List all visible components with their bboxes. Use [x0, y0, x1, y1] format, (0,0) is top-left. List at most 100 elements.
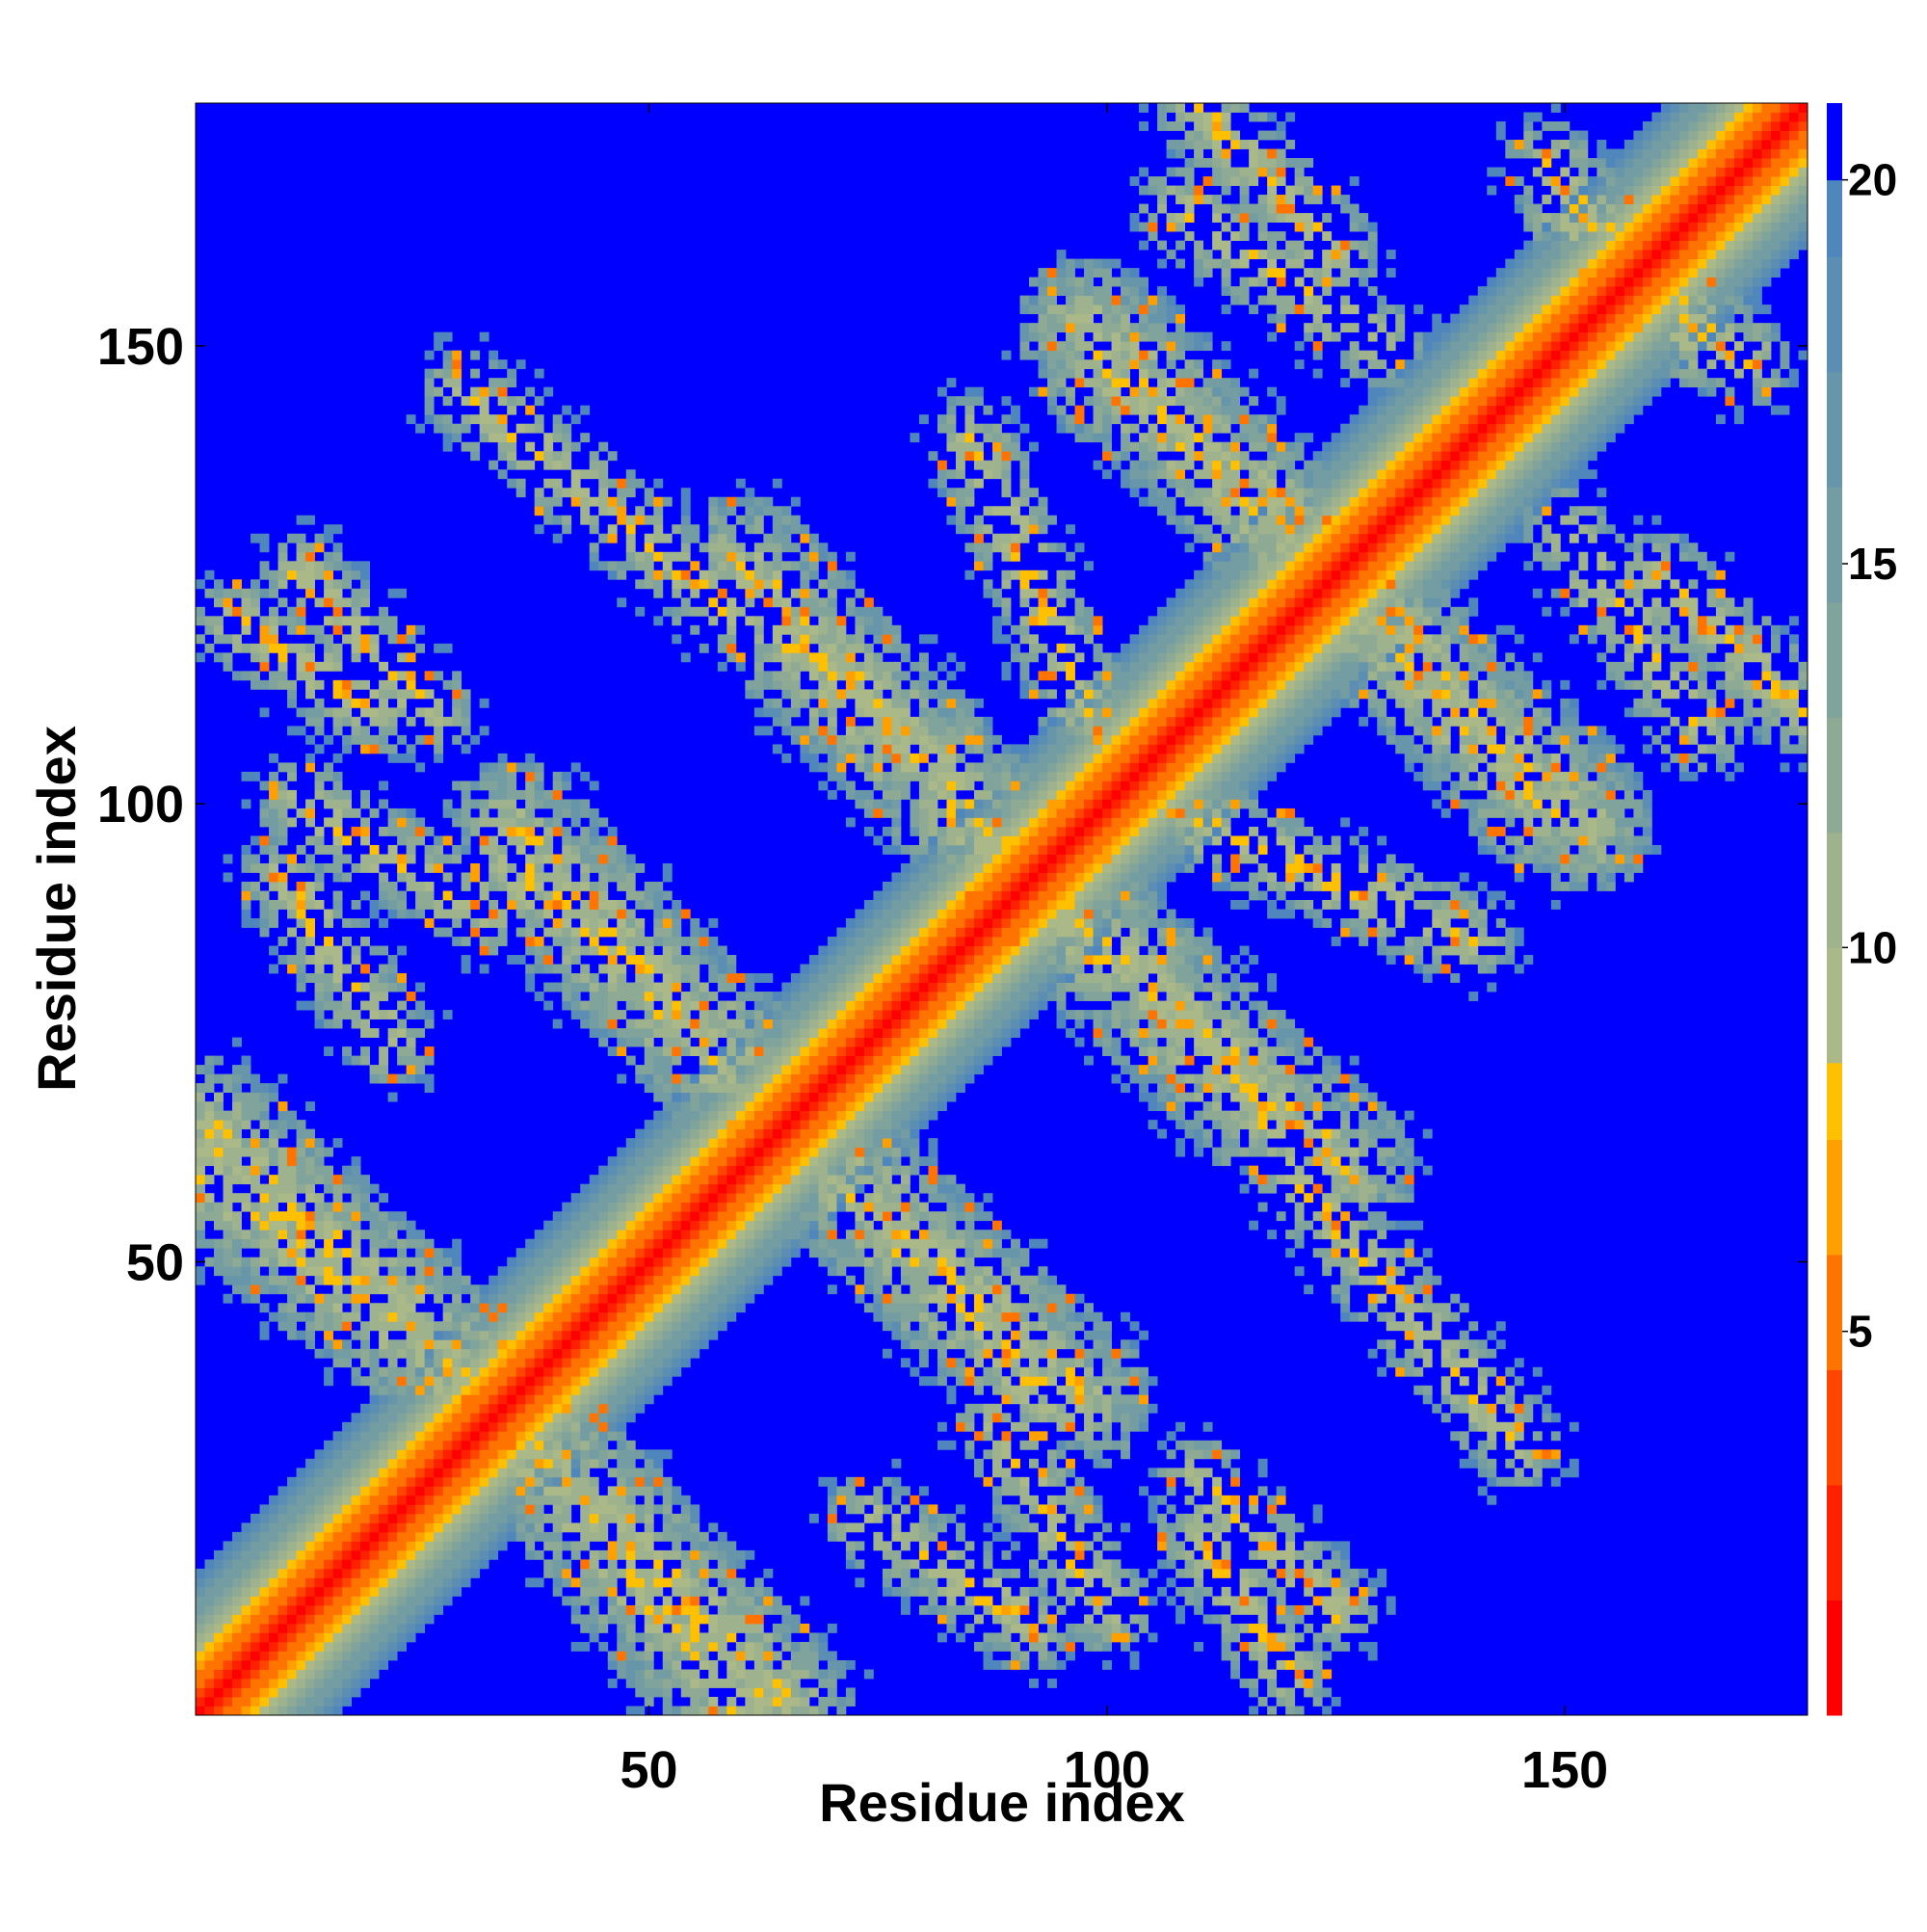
- heatmap-cell: [424, 1604, 435, 1615]
- heatmap-cell: [827, 1147, 837, 1157]
- heatmap-cell: [1249, 1568, 1268, 1578]
- heatmap-cell: [351, 1568, 361, 1578]
- heatmap-cell: [269, 1559, 278, 1570]
- heatmap-cell: [644, 1037, 654, 1047]
- heatmap-cell: [424, 1339, 435, 1350]
- heatmap-cell: [635, 1275, 646, 1285]
- heatmap-cell: [653, 1055, 673, 1066]
- heatmap-cell: [461, 1568, 471, 1578]
- heatmap-cell: [910, 1156, 920, 1167]
- heatmap-cell: [296, 1138, 306, 1149]
- heatmap-cell: [369, 1541, 380, 1551]
- heatmap-cell: [1066, 1632, 1075, 1643]
- heatmap-cell: [251, 1604, 260, 1615]
- heatmap-cell: [296, 1468, 306, 1478]
- heatmap-cell: [461, 1311, 471, 1322]
- heatmap-cell: [983, 992, 993, 1001]
- heatmap-cell: [708, 992, 719, 1001]
- heatmap-cell: [937, 964, 947, 974]
- heatmap-cell: [708, 1586, 719, 1597]
- heatmap-cell: [434, 1284, 444, 1295]
- heatmap-cell: [617, 1476, 627, 1487]
- heatmap-cell: [900, 1147, 911, 1157]
- heatmap-cell: [699, 1165, 719, 1176]
- heatmap-cell: [1148, 982, 1158, 992]
- heatmap-cell: [708, 1220, 727, 1231]
- heatmap-cell: [1001, 1019, 1012, 1029]
- heatmap-cell: [1257, 1669, 1278, 1680]
- heatmap-cell: [369, 1321, 408, 1332]
- heatmap-cell: [415, 1358, 426, 1368]
- heatmap-cell: [1102, 1010, 1112, 1019]
- heatmap-cell: [653, 1614, 664, 1625]
- heatmap-cell: [1019, 1495, 1039, 1505]
- heatmap-cell: [1066, 1504, 1085, 1515]
- heatmap-cell: [918, 1321, 929, 1332]
- heatmap-cell: [836, 937, 847, 946]
- heatmap-cell: [415, 1010, 426, 1019]
- heatmap-cell: [607, 964, 627, 974]
- heatmap-cell: [1175, 1586, 1186, 1597]
- heatmap-cell: [1047, 964, 1057, 974]
- heatmap-cell: [1202, 1065, 1213, 1075]
- heatmap-cell: [277, 1165, 297, 1176]
- heatmap-cell: [625, 1541, 636, 1551]
- heatmap-cell: [1468, 992, 1479, 1001]
- heatmap-cell: [836, 1156, 847, 1167]
- heatmap-cell: [525, 1486, 536, 1496]
- heatmap-cell: [570, 1220, 591, 1231]
- heatmap-cell: [507, 1476, 517, 1487]
- heatmap-cell: [863, 1055, 874, 1066]
- heatmap-cell: [918, 1577, 938, 1588]
- heatmap-cell: [251, 1083, 270, 1094]
- heatmap-cell: [662, 937, 682, 946]
- heatmap-cell: [324, 1623, 333, 1633]
- heatmap-cell: [772, 1211, 782, 1222]
- heatmap-cell: [790, 1046, 801, 1056]
- heatmap-cell: [305, 1577, 315, 1588]
- heatmap-cell: [434, 1366, 444, 1377]
- heatmap-cell: [617, 1403, 627, 1414]
- heatmap-cell: [708, 1019, 727, 1029]
- heatmap-cell: [662, 1284, 673, 1295]
- heatmap-cell: [928, 1019, 938, 1029]
- heatmap-cell: [397, 1284, 416, 1295]
- heatmap-cell: [488, 1468, 499, 1478]
- heatmap-cell: [625, 1577, 646, 1588]
- heatmap-cell: [214, 1266, 242, 1277]
- heatmap-cell: [1175, 1000, 1186, 1011]
- heatmap-cell: [314, 1604, 325, 1615]
- heatmap-cell: [607, 982, 618, 992]
- heatmap-cell: [1285, 1687, 1296, 1698]
- heatmap-cell: [781, 1128, 792, 1139]
- heatmap-cell: [1102, 1522, 1112, 1533]
- heatmap-cell: [1038, 955, 1048, 965]
- heatmap-cell: [397, 1028, 408, 1038]
- heatmap-cell: [873, 1138, 884, 1149]
- heatmap-cell: [552, 1559, 563, 1570]
- heatmap-cell: [937, 1541, 947, 1551]
- heatmap-cell: [891, 1531, 902, 1542]
- heatmap-cell: [415, 1513, 435, 1523]
- heatmap-cell: [1047, 1366, 1057, 1377]
- heatmap-cell: [690, 1266, 700, 1277]
- heatmap-cell: [1029, 1358, 1039, 1368]
- heatmap-cell: [259, 1138, 270, 1149]
- heatmap-cell: [900, 1531, 920, 1542]
- heatmap-cell: [882, 1586, 892, 1597]
- heatmap-cell: [918, 1330, 929, 1340]
- heatmap-cell: [726, 1092, 737, 1102]
- heatmap-cell: [662, 1000, 673, 1011]
- heatmap-cell: [964, 1065, 975, 1075]
- heatmap-cell: [983, 973, 993, 983]
- heatmap-cell: [818, 1083, 829, 1094]
- heatmap-cell: [251, 1238, 260, 1249]
- heatmap-cell: [1276, 1110, 1286, 1121]
- heatmap-cell: [1084, 945, 1094, 956]
- heatmap-cell: [589, 1339, 609, 1350]
- heatmap-cell: [570, 1476, 591, 1487]
- heatmap-cell: [690, 945, 700, 956]
- heatmap-cell: [735, 1284, 746, 1295]
- heatmap-cell: [360, 1614, 371, 1625]
- heatmap-cell: [598, 1211, 609, 1222]
